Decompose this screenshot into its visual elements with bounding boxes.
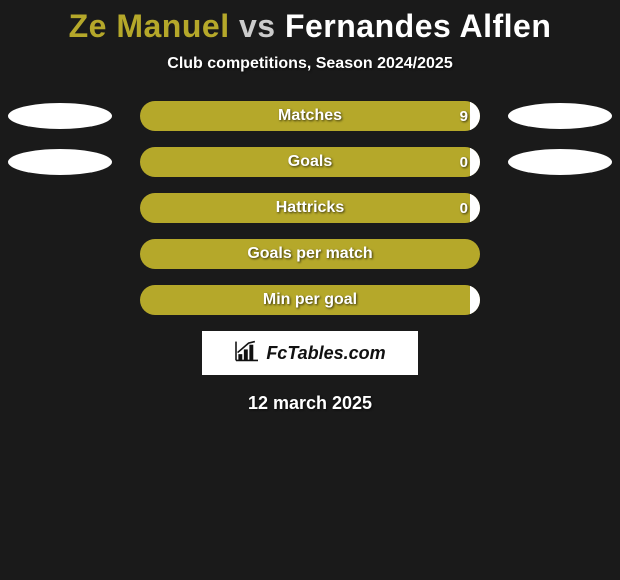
player2-name: Fernandes Alflen bbox=[285, 8, 551, 44]
stat-bar: Hattricks 0 bbox=[140, 193, 480, 223]
subtitle: Club competitions, Season 2024/2025 bbox=[0, 55, 620, 73]
stat-row-matches: Matches 9 bbox=[0, 101, 620, 131]
stat-row-hattricks: Hattricks 0 bbox=[0, 193, 620, 223]
stat-bar: Goals per match bbox=[140, 239, 480, 269]
right-marker bbox=[508, 103, 612, 129]
vs-text: vs bbox=[239, 8, 276, 44]
bar-fill bbox=[470, 101, 480, 131]
player1-name: Ze Manuel bbox=[69, 8, 230, 44]
stat-row-mpg: Min per goal bbox=[0, 285, 620, 315]
left-marker bbox=[8, 103, 112, 129]
date-text: 12 march 2025 bbox=[0, 393, 620, 414]
chart-icon bbox=[234, 340, 260, 367]
right-marker bbox=[508, 149, 612, 175]
comparison-title: Ze Manuel vs Fernandes Alflen bbox=[0, 0, 620, 45]
stat-bar: Min per goal bbox=[140, 285, 480, 315]
brand-text: FcTables.com bbox=[266, 343, 385, 364]
stat-row-goals: Goals 0 bbox=[0, 147, 620, 177]
brand-badge: FcTables.com bbox=[202, 331, 418, 375]
stats-container: Matches 9 Goals 0 Hattricks 0 Goals per … bbox=[0, 101, 620, 315]
stat-value: 0 bbox=[460, 193, 468, 223]
stat-bar: Goals 0 bbox=[140, 147, 480, 177]
stat-label: Goals bbox=[140, 147, 480, 177]
stat-value: 9 bbox=[460, 101, 468, 131]
stat-label: Goals per match bbox=[140, 239, 480, 269]
stat-value: 0 bbox=[460, 147, 468, 177]
stat-bar: Matches 9 bbox=[140, 101, 480, 131]
stat-label: Matches bbox=[140, 101, 480, 131]
bar-fill bbox=[470, 147, 480, 177]
stat-row-gpm: Goals per match bbox=[0, 239, 620, 269]
stat-label: Min per goal bbox=[140, 285, 480, 315]
stat-label: Hattricks bbox=[140, 193, 480, 223]
bar-fill bbox=[470, 285, 480, 315]
bar-fill bbox=[470, 193, 480, 223]
left-marker bbox=[8, 149, 112, 175]
